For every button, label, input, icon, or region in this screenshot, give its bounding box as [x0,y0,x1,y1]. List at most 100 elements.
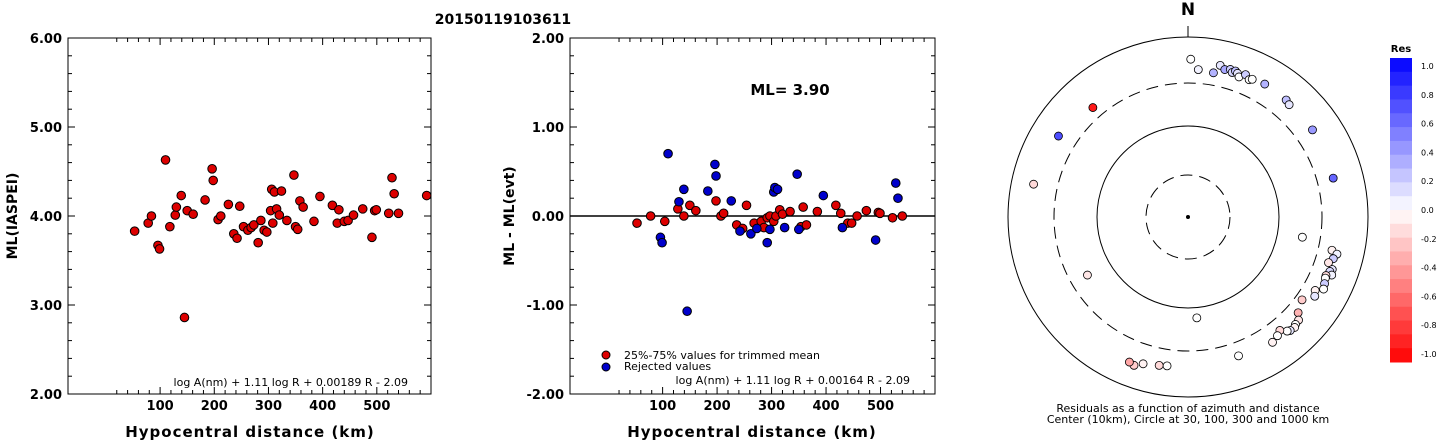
magnitude-x-axis-label: Hypocentral distance (km) [125,423,375,441]
residual-data-point [772,184,783,195]
colorbar-swatches [1390,58,1412,363]
azimuth-data-point [1273,331,1282,341]
magnitude-data-point [367,232,377,243]
colorbar-swatch [1390,251,1412,266]
magnitude-y-tick-label: 5.00 [30,121,62,136]
residual-data-point [861,205,872,216]
azimuth-data-point [1088,103,1098,112]
colorbar-swatch [1390,279,1412,294]
residual-data-point [846,218,857,228]
residual-data-point [837,222,848,233]
residual-panel: -2.00 -1.00 0.00 1.00 2.00 100 200 300 400 500 M… [502,32,936,441]
colorbar-swatch [1390,99,1412,114]
residual-x-tick-label: 100 [649,399,676,414]
azimuth-data-point [1319,284,1328,294]
colorbar-swatch [1390,58,1412,73]
azimuth-data-point [1029,179,1039,189]
residual-y-tick-label: -1.00 [527,299,564,314]
residual-data-point [812,206,823,217]
north-label: N [1181,0,1195,20]
residual-x-ticks: 100 200 300 400 500 [618,38,925,414]
magnitude-data-point [154,244,165,254]
azimuth-data-point [1310,291,1320,301]
magnitude-y-tick-label: 4.00 [30,210,62,225]
magnitude-data-point [309,216,319,227]
residual-data-point [663,148,673,159]
colorbar-swatch [1390,348,1412,363]
magnitude-data-point [234,201,245,212]
magnitude-data-point [357,204,368,214]
magnitude-data-point [292,224,303,235]
colorbar-title: Res [1391,44,1411,55]
residual-data-point [657,237,667,248]
magnitude-data-point [171,202,182,212]
ring-1000km [1007,36,1369,398]
residual-data-point [703,186,713,196]
residual-points [632,148,908,317]
magnitude-data-point [170,210,181,220]
colorbar-swatch [1390,71,1412,87]
colorbar-label: -0.2 [1421,235,1437,244]
magnitude-data-point [176,190,187,201]
colorbar-swatch [1390,154,1412,170]
residual-x-tick-label: 200 [704,399,731,414]
azimuth-data-point [1162,361,1172,371]
residual-data-point [897,211,908,221]
residual-data-point [875,208,885,219]
magnitude-data-point [200,195,210,205]
colorbar-swatch [1390,210,1412,225]
colorbar-swatch [1390,237,1412,252]
colorbar-swatch [1390,223,1412,239]
magnitude-data-point [267,218,278,228]
magnitude-data-point [393,208,404,219]
azimuth-caption-line1: Residuals as a function of azimuth and d… [1056,402,1319,415]
magnitude-data-point [256,215,266,226]
colorbar-labels: 1.0 0.8 0.6 0.4 0.2 0.0 -0.2 -0.4 -0.6 -0.8 -1.0 [1421,62,1437,359]
residual-data-point [691,205,701,216]
azimuth-data-point [1282,326,1292,336]
residual-y-tick-label: -2.00 [527,388,564,403]
colorbar-label: -0.4 [1421,264,1437,273]
magnitude-data-point [276,186,287,196]
residual-data-point [870,235,881,245]
magnitude-y-tick-label: 6.00 [30,32,62,47]
colorbar-label: 0.2 [1421,177,1434,186]
legend-rejected-marker [601,362,611,372]
colorbar-label: 0.4 [1421,148,1434,157]
ring-300km [1053,82,1323,352]
residual-x-tick-label: 300 [758,399,785,414]
colorbar-swatch [1390,292,1412,308]
residual-data-point [831,200,841,211]
ml-annotation: ML= 3.90 [750,81,829,99]
azimuth-data-point [1054,131,1063,141]
ring-100km [1096,125,1280,309]
magnitude-data-point [160,155,171,165]
magnitude-data-point [165,221,175,232]
residual-data-point [674,196,684,207]
residual-data-point [685,200,695,211]
azimuth-data-point [1297,232,1307,242]
residual-x-axis-label: Hypocentral distance (km) [627,423,877,441]
center-marker [1186,215,1190,219]
magnitude-x-tick-label: 400 [309,399,336,414]
colorbar-label: 1.0 [1421,62,1434,71]
magnitude-y-tick-label: 3.00 [30,299,62,314]
colorbar-swatch [1390,320,1412,335]
residual-data-point [752,223,762,234]
residual-data-point [659,216,670,227]
residual-data-point [794,224,804,235]
colorbar-swatch [1390,306,1412,322]
legend-trimmed-label: 25%-75% values for trimmed mean [624,349,820,362]
colorbar: Res 1.0 0.8 0.6 0.4 0.2 0.0 -0.2 -0.4 -0.6 -0.8 -1… [1390,44,1437,363]
azimuth-data-point [1154,360,1164,370]
magnitude-data-point [298,202,308,212]
magnitude-x-ticks: 100 200 300 400 500 [116,38,421,414]
magnitude-plot-frame [67,37,432,395]
magnitude-data-point [146,211,157,221]
azimuth-data-point [1186,54,1196,64]
residual-data-point [711,171,721,181]
figure-title: 20150119103611 [435,12,571,28]
azimuth-data-point [1247,74,1257,84]
magnitude-data-point [274,210,285,220]
residual-data-point [679,184,689,195]
